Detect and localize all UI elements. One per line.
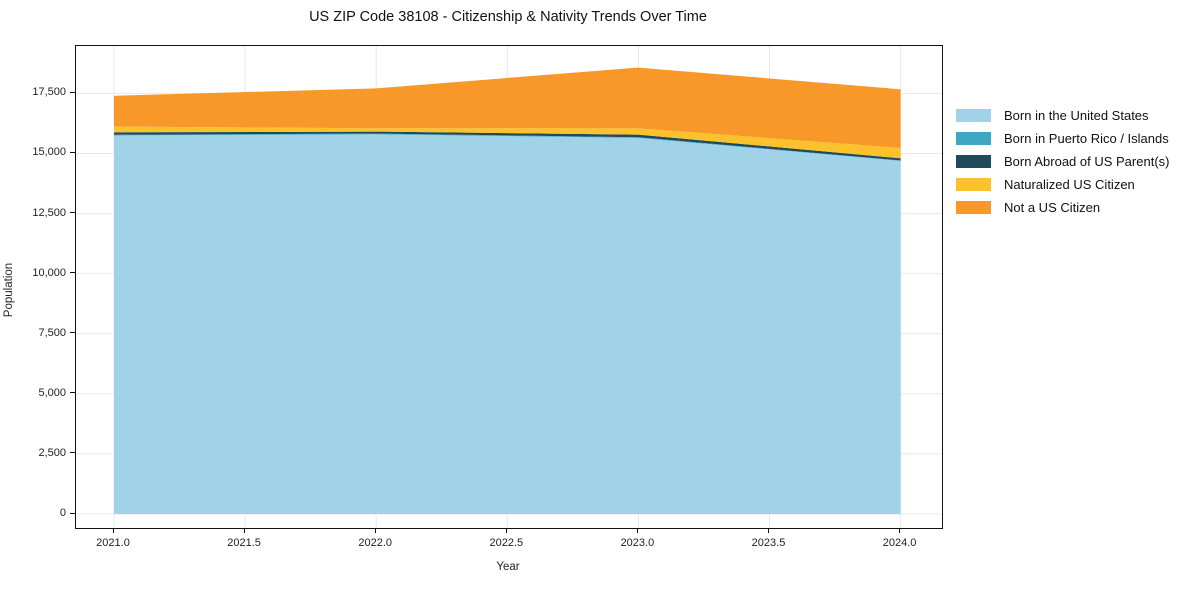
x-axis-label: Year [496,561,520,573]
area-not-a-us-citizen [114,67,901,148]
x-tick-mark [636,528,638,533]
plot-area [75,45,943,529]
x-tick-label: 2023.0 [620,537,655,549]
x-tick-label: 2021.5 [227,537,261,549]
y-tick-label: 2,500 [38,446,66,459]
y-tick-label: 5,000 [38,386,66,399]
y-tick-mark [70,512,75,514]
legend-swatch [956,201,991,214]
x-tick-label: 2023.5 [751,537,786,549]
stacked-area-chart [76,46,942,528]
y-axis-label: Population [3,262,15,318]
y-tick-mark [70,272,75,274]
x-tick-mark [899,528,901,533]
legend: Born in the United States Born in Puerto … [956,104,1169,219]
x-tick-mark [505,528,507,533]
area-naturalized-us-citizen [114,126,901,159]
legend-label: Born in Puerto Rico / Islands [1004,131,1169,146]
x-tick-label: 2021.0 [96,537,130,549]
y-tick-label: 17,500 [32,86,66,99]
legend-label: Naturalized US Citizen [1004,177,1135,192]
x-tick-label: 2022.5 [489,537,524,549]
y-tick-label: 0 [59,507,66,519]
y-tick-label: 15,000 [32,146,66,159]
legend-swatch [956,155,991,168]
legend-swatch [956,132,991,145]
legend-row: Naturalized US Citizen [956,173,1169,196]
x-tick-mark [112,528,114,533]
legend-label: Born in the United States [1004,108,1149,123]
y-tick-mark [70,91,75,93]
legend-label: Born Abroad of US Parent(s) [1004,154,1170,169]
legend-swatch [956,178,991,191]
x-tick-label: 2022.0 [358,537,393,549]
x-tick-label: 2024.0 [882,537,917,549]
x-tick-mark [768,528,769,533]
y-tick-mark [70,392,75,394]
legend-label: Not a US Citizen [1004,200,1101,215]
y-tick-mark [70,212,75,214]
legend-row: Born Abroad of US Parent(s) [956,150,1169,173]
legend-row: Born in Puerto Rico / Islands [956,127,1169,150]
legend-row: Born in the United States [956,104,1169,127]
y-tick-label: 12,500 [32,206,66,219]
y-tick-label: 10,000 [32,266,66,279]
x-tick-mark [374,528,376,533]
y-tick-mark [70,332,75,334]
legend-row: Not a US Citizen [956,196,1169,219]
y-tick-mark [70,151,75,153]
chart-title: US ZIP Code 38108 - Citizenship & Nativi… [309,9,707,25]
y-tick-label: 7,500 [38,326,66,339]
x-tick-mark [243,528,245,533]
area-born-abroad-of-us-parent-s- [114,131,901,161]
legend-swatch [956,109,991,122]
area-born-in-the-united-states [114,134,901,514]
y-tick-mark [70,452,75,454]
